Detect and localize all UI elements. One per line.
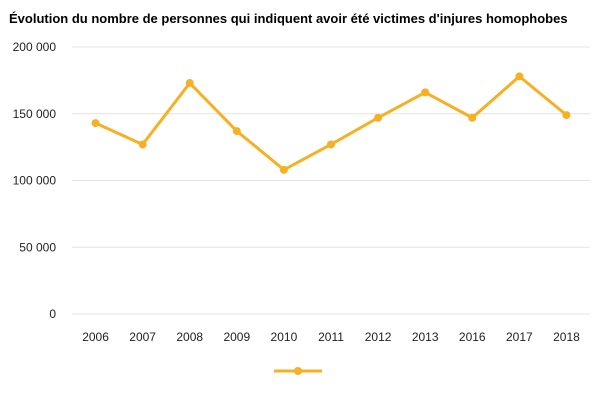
- grid-lines: [72, 46, 590, 315]
- y-axis-ticks: 0 50 000 100 000 150 000 200 000: [13, 40, 57, 321]
- y-tick-label: 0: [49, 307, 56, 321]
- y-tick-label: 150 000: [13, 107, 57, 121]
- series-line: [94, 74, 568, 172]
- legend: [274, 367, 322, 375]
- data-point: [91, 119, 100, 128]
- x-tick-label: 2017: [506, 330, 533, 344]
- x-tick-label: 2009: [223, 330, 250, 344]
- data-point: [138, 140, 147, 149]
- data-point: [327, 140, 335, 149]
- data-point: [185, 79, 194, 88]
- y-tick-label: 100 000: [13, 174, 57, 188]
- series-layer: [91, 72, 571, 174]
- chart-title: Évolution du nombre de personnes qui ind…: [9, 11, 568, 26]
- x-tick-label: 2011: [318, 330, 344, 344]
- data-point: [468, 113, 477, 122]
- x-tick-label: 2008: [176, 330, 203, 344]
- x-tick-label: 2010: [271, 330, 298, 344]
- x-tick-label: 2018: [553, 330, 580, 344]
- x-tick-label: 2012: [365, 330, 392, 344]
- data-point: [421, 88, 430, 97]
- data-point: [562, 111, 571, 120]
- data-point: [374, 113, 383, 122]
- y-tick-label: 200 000: [13, 40, 57, 54]
- data-point: [232, 127, 241, 136]
- x-tick-label: 2013: [412, 330, 439, 344]
- legend-swatch-marker: [294, 367, 302, 375]
- x-tick-label: 2007: [129, 330, 156, 344]
- data-point: [279, 165, 288, 174]
- data-point: [515, 72, 524, 81]
- x-axis-ticks: 2006 2007 2008 2009 2010 2011 2012 2013 2016 2017…: [82, 330, 580, 344]
- x-tick-label: 2006: [82, 330, 109, 344]
- x-tick-label: 2016: [459, 330, 486, 344]
- y-tick-label: 50 000: [19, 240, 56, 254]
